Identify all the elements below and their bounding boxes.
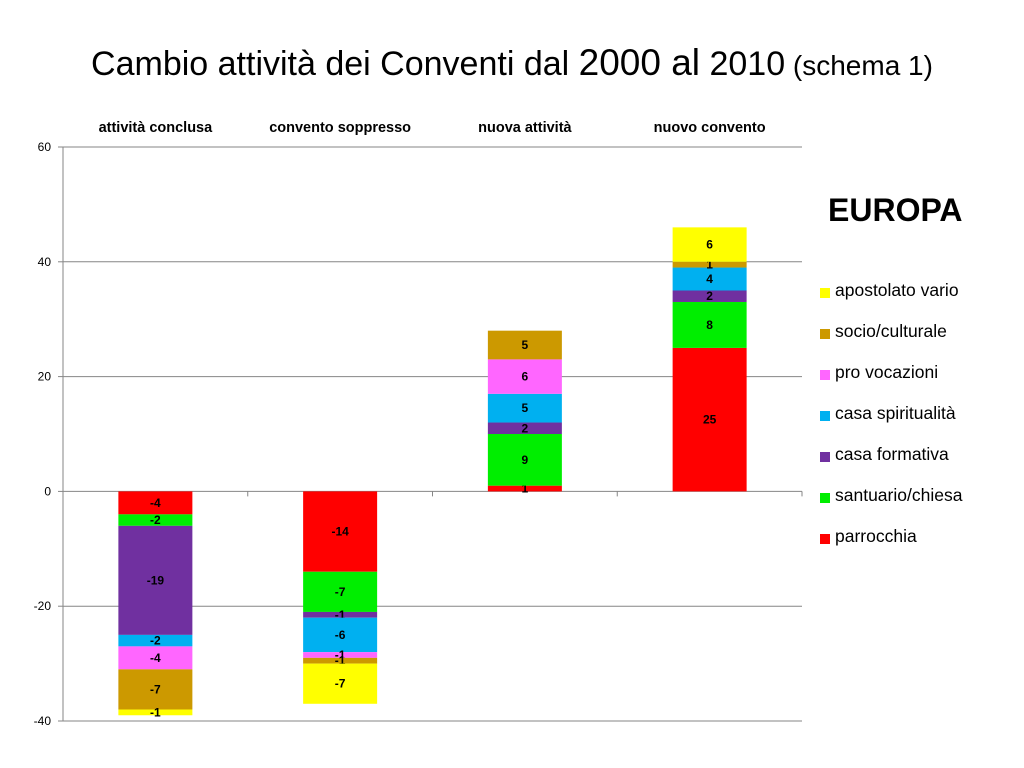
legend-swatch xyxy=(820,370,830,380)
bar-segment-casa-formativa-attivit-conclusa xyxy=(118,525,193,635)
bar-segment-socio-culturale-attivit-conclusa xyxy=(118,669,193,710)
data-label: -4 xyxy=(150,651,161,665)
legend-swatch xyxy=(820,329,830,339)
data-label: 6 xyxy=(706,238,713,252)
legend-swatch xyxy=(820,493,830,503)
bar-segment-santuario-chiesa-nuova-attivit xyxy=(487,434,562,486)
data-label: -4 xyxy=(150,496,161,510)
bar-segment-pro-vocazioni-attivit-conclusa xyxy=(118,646,193,670)
bar-segment-socio-culturale-nuovo-convento xyxy=(672,261,747,268)
bar-segment-santuario-chiesa-convento-soppresso xyxy=(303,571,378,612)
bar-segment-apostolato-vario-nuovo-convento xyxy=(672,227,747,262)
y-tick-label: 40 xyxy=(38,255,52,269)
data-label: 5 xyxy=(522,338,529,352)
y-tick-label: 60 xyxy=(38,140,52,154)
bar-segment-casa-spiritualit-attivit-conclusa xyxy=(118,634,193,647)
legend-label: parrocchia xyxy=(835,526,917,546)
data-label: -6 xyxy=(335,628,346,642)
legend-label: casa formativa xyxy=(835,444,949,464)
title-part-1: Cambio attività dei Conventi dal xyxy=(91,45,579,83)
data-label: -7 xyxy=(335,677,346,691)
bar-segment-casa-spiritualit-nuovo-convento xyxy=(672,267,747,291)
y-tick-label: 20 xyxy=(38,370,52,384)
category-label: attività conclusa xyxy=(99,120,214,136)
title-part-3: 2010 xyxy=(700,45,786,83)
data-label: 25 xyxy=(703,413,717,427)
bar-segment-parrocchia-attivit-conclusa xyxy=(118,491,193,515)
bar-segment-parrocchia-convento-soppresso xyxy=(303,491,378,572)
data-label: -1 xyxy=(150,705,161,719)
bar-segment-casa-formativa-nuovo-convento xyxy=(672,290,747,302)
legend-label: apostolato vario xyxy=(835,280,959,300)
legend-label: pro vocazioni xyxy=(835,362,939,382)
y-tick-label: -40 xyxy=(34,714,52,728)
data-label: 8 xyxy=(706,318,713,332)
data-label: -1 xyxy=(335,608,346,622)
region-label: EUROPA xyxy=(828,192,963,228)
bar-segment-pro-vocazioni-nuova-attivit xyxy=(487,359,562,394)
title-part-2: 2000 al xyxy=(578,42,701,83)
bar-segment-socio-culturale-nuova-attivit xyxy=(487,330,562,360)
category-label: nuovo convento xyxy=(654,120,766,136)
legend-swatch xyxy=(820,452,830,462)
data-label: 1 xyxy=(522,482,529,496)
data-label: -1 xyxy=(335,654,346,668)
bar-segment-parrocchia-nuova-attivit xyxy=(487,485,562,492)
bar-segment-casa-formativa-nuova-attivit xyxy=(487,422,562,434)
title-part-4: (schema 1) xyxy=(785,50,933,81)
legend-label: casa spiritualità xyxy=(835,403,956,423)
chart-title: Cambio attività dei Conventi dal 2000 al… xyxy=(0,42,1024,84)
bar-segment-casa-formativa-convento-soppresso xyxy=(303,611,378,618)
data-label: 4 xyxy=(706,272,713,286)
bar-segment-casa-spiritualit-nuova-attivit xyxy=(487,393,562,423)
legend-label: santuario/chiesa xyxy=(835,485,963,505)
legend-swatch xyxy=(820,534,830,544)
y-tick-label: 0 xyxy=(44,484,51,498)
bar-segment-pro-vocazioni-convento-soppresso xyxy=(303,652,378,658)
category-label: nuova attività xyxy=(478,120,572,136)
data-label: -7 xyxy=(150,682,161,696)
bar-segment-apostolato-vario-convento-soppresso xyxy=(303,663,378,704)
data-label: -2 xyxy=(150,513,161,527)
data-label: 9 xyxy=(522,453,529,467)
y-tick-label: -20 xyxy=(34,599,52,613)
legend-swatch xyxy=(820,288,830,298)
data-label: 2 xyxy=(522,421,529,435)
bar-segment-santuario-chiesa-attivit-conclusa xyxy=(118,514,193,526)
bar-segment-casa-spiritualit-convento-soppresso xyxy=(303,617,378,653)
data-label: -1 xyxy=(335,648,346,662)
legend-swatch xyxy=(820,411,830,421)
legend-label: socio/culturale xyxy=(835,321,947,341)
bar-segment-socio-culturale-convento-soppresso xyxy=(303,657,378,664)
data-label: 6 xyxy=(522,370,529,384)
data-label: -14 xyxy=(331,525,349,539)
bar-segment-apostolato-vario-attivit-conclusa xyxy=(118,709,193,716)
data-label: 2 xyxy=(706,289,713,303)
data-label: 5 xyxy=(522,401,529,415)
bar-segment-santuario-chiesa-nuovo-convento xyxy=(672,301,747,348)
category-label: convento soppresso xyxy=(269,120,411,136)
data-label: -19 xyxy=(147,573,165,587)
data-label: -2 xyxy=(150,634,161,648)
data-label: -7 xyxy=(335,585,346,599)
bar-segment-parrocchia-nuovo-convento xyxy=(672,347,747,492)
data-label: 1 xyxy=(706,258,713,272)
